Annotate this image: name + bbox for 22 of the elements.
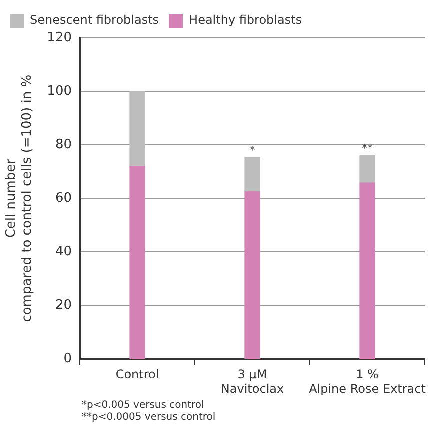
text: *p<0.005 versus control **p<0.0005 versus control [82,400,217,424]
bar [244,192,260,360]
bar [130,91,146,167]
bar [360,182,376,360]
y-tick-label: 100 [47,84,72,99]
y-tick-label: 80 [55,137,72,152]
annotation: ** [362,142,374,156]
bar [130,166,146,360]
y-tick-label: 40 [55,244,72,260]
bar [244,157,260,192]
x-tick-label: 3 µM Navitoclax [220,368,284,396]
bar [360,155,376,184]
legend-label: Senescent fibroblasts [30,13,160,28]
y-axis-title: Cell number compared to control cells (=100) in % [4,74,35,322]
y-tick-label: 60 [55,190,72,206]
x-tick-label: 1 % Alpine Rose Extract [309,368,426,396]
annotation: * [250,144,256,158]
y-tick-label: 0 [64,352,72,367]
x-tick-label: Control [116,368,160,382]
y-tick-label: 20 [55,298,72,314]
y-tick-label: 120 [47,30,72,46]
legend-label: Healthy fibroblasts [189,13,302,28]
